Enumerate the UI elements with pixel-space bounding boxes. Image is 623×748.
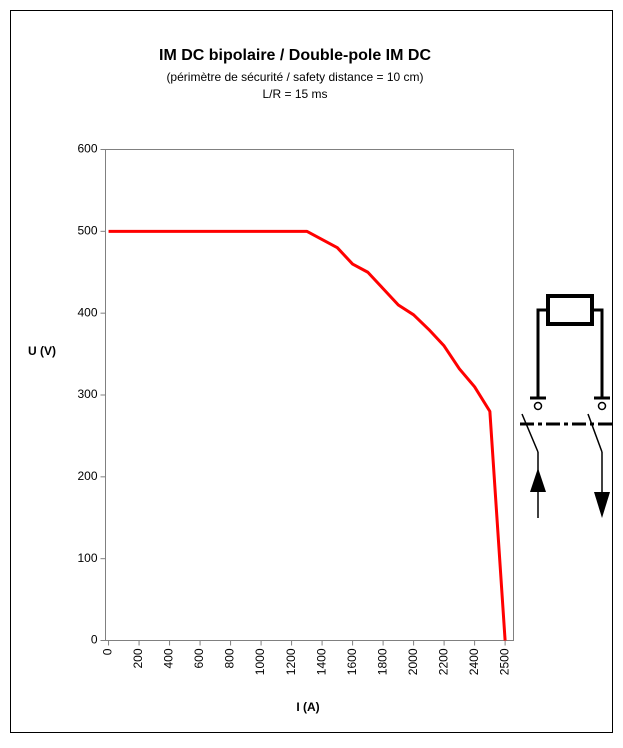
y-axis-label: U (V) [28, 344, 56, 358]
x-tick-label: 1800 [375, 648, 389, 675]
data-line [108, 229, 507, 641]
y-tick-label: 500 [77, 224, 97, 238]
schematic [520, 294, 616, 518]
y-tick-label: 0 [91, 633, 98, 647]
x-tick-label: 1400 [314, 648, 328, 675]
x-tick-label: 400 [162, 648, 176, 668]
y-tick-label: 100 [77, 551, 97, 565]
x-tick-label: 2500 [497, 648, 511, 675]
x-tick-label: 2200 [436, 648, 450, 675]
x-tick-label: 1000 [253, 648, 267, 675]
x-tick-label: 2400 [467, 648, 481, 675]
x-tick-label: 200 [131, 648, 145, 668]
y-tick-label: 200 [77, 469, 97, 483]
x-tick-label: 600 [192, 648, 206, 668]
frame [10, 10, 613, 733]
x-tick-label: 800 [223, 648, 237, 668]
x-axis-label: I (A) [296, 700, 319, 714]
y-tick-label: 400 [77, 305, 97, 319]
x-tick-label: 1600 [345, 648, 359, 675]
subtitle: L/R = 15 ms [262, 87, 327, 101]
x-tick-label: 1200 [284, 648, 298, 675]
y-tick-label: 300 [77, 387, 97, 401]
y-tick-label: 600 [77, 142, 97, 156]
subtitle: (périmètre de sécurité / safety distance… [166, 70, 423, 84]
chart-title: IM DC bipolaire / Double-pole IM DC [159, 47, 431, 64]
x-tick-label: 0 [101, 648, 115, 655]
x-tick-label: 2000 [406, 648, 420, 675]
